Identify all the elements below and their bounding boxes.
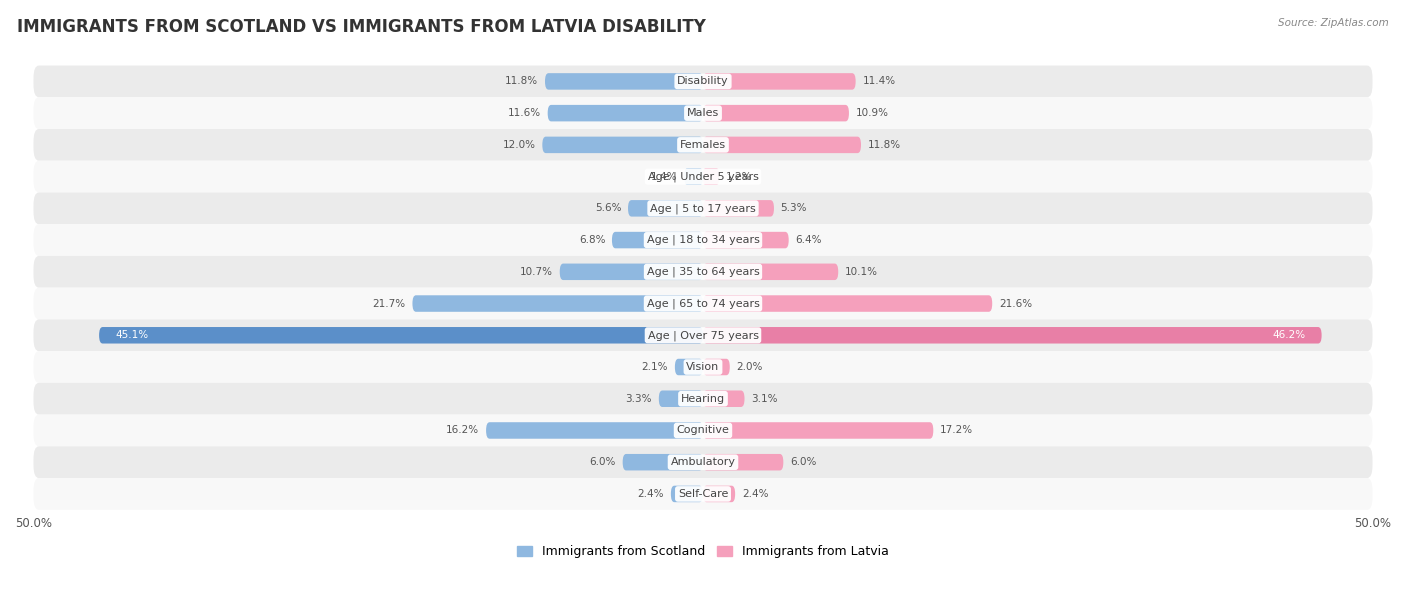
FancyBboxPatch shape: [34, 351, 1372, 383]
FancyBboxPatch shape: [98, 327, 703, 343]
FancyBboxPatch shape: [486, 422, 703, 439]
FancyBboxPatch shape: [659, 390, 703, 407]
FancyBboxPatch shape: [685, 168, 703, 185]
Text: 11.6%: 11.6%: [508, 108, 541, 118]
Text: 21.6%: 21.6%: [998, 299, 1032, 308]
Text: 6.8%: 6.8%: [579, 235, 605, 245]
Text: 11.8%: 11.8%: [868, 140, 901, 150]
Text: Age | 18 to 34 years: Age | 18 to 34 years: [647, 235, 759, 245]
FancyBboxPatch shape: [703, 168, 718, 185]
FancyBboxPatch shape: [703, 327, 1322, 343]
Text: Source: ZipAtlas.com: Source: ZipAtlas.com: [1278, 18, 1389, 28]
FancyBboxPatch shape: [34, 414, 1372, 446]
FancyBboxPatch shape: [546, 73, 703, 90]
FancyBboxPatch shape: [34, 193, 1372, 224]
FancyBboxPatch shape: [560, 264, 703, 280]
FancyBboxPatch shape: [675, 359, 703, 375]
FancyBboxPatch shape: [703, 390, 745, 407]
Text: Age | Under 5 years: Age | Under 5 years: [648, 171, 758, 182]
Text: 6.0%: 6.0%: [790, 457, 817, 467]
FancyBboxPatch shape: [671, 486, 703, 502]
Text: IMMIGRANTS FROM SCOTLAND VS IMMIGRANTS FROM LATVIA DISABILITY: IMMIGRANTS FROM SCOTLAND VS IMMIGRANTS F…: [17, 18, 706, 36]
FancyBboxPatch shape: [34, 319, 1372, 351]
FancyBboxPatch shape: [703, 105, 849, 121]
Text: 5.3%: 5.3%: [780, 203, 807, 214]
Text: Ambulatory: Ambulatory: [671, 457, 735, 467]
FancyBboxPatch shape: [34, 446, 1372, 478]
Text: 1.2%: 1.2%: [725, 171, 752, 182]
FancyBboxPatch shape: [548, 105, 703, 121]
Text: 21.7%: 21.7%: [373, 299, 406, 308]
Text: 12.0%: 12.0%: [502, 140, 536, 150]
Text: 6.4%: 6.4%: [796, 235, 823, 245]
Text: Cognitive: Cognitive: [676, 425, 730, 436]
Text: Females: Females: [681, 140, 725, 150]
FancyBboxPatch shape: [34, 256, 1372, 288]
FancyBboxPatch shape: [703, 454, 783, 471]
Text: 5.6%: 5.6%: [595, 203, 621, 214]
FancyBboxPatch shape: [34, 65, 1372, 97]
FancyBboxPatch shape: [543, 136, 703, 153]
FancyBboxPatch shape: [623, 454, 703, 471]
Text: Vision: Vision: [686, 362, 720, 372]
FancyBboxPatch shape: [703, 136, 860, 153]
Text: Age | Over 75 years: Age | Over 75 years: [648, 330, 758, 340]
FancyBboxPatch shape: [34, 129, 1372, 161]
FancyBboxPatch shape: [612, 232, 703, 248]
Text: Disability: Disability: [678, 76, 728, 86]
Legend: Immigrants from Scotland, Immigrants from Latvia: Immigrants from Scotland, Immigrants fro…: [512, 540, 894, 563]
Text: 2.1%: 2.1%: [641, 362, 668, 372]
Text: Age | 5 to 17 years: Age | 5 to 17 years: [650, 203, 756, 214]
Text: 10.7%: 10.7%: [520, 267, 553, 277]
Text: 11.8%: 11.8%: [505, 76, 538, 86]
Text: 10.9%: 10.9%: [856, 108, 889, 118]
FancyBboxPatch shape: [34, 161, 1372, 193]
Text: 11.4%: 11.4%: [862, 76, 896, 86]
Text: Self-Care: Self-Care: [678, 489, 728, 499]
Text: Males: Males: [688, 108, 718, 118]
Text: 6.0%: 6.0%: [589, 457, 616, 467]
FancyBboxPatch shape: [703, 422, 934, 439]
FancyBboxPatch shape: [34, 224, 1372, 256]
Text: Age | 35 to 64 years: Age | 35 to 64 years: [647, 267, 759, 277]
FancyBboxPatch shape: [703, 73, 856, 90]
Text: 2.4%: 2.4%: [742, 489, 768, 499]
Text: 2.4%: 2.4%: [638, 489, 664, 499]
Text: 1.4%: 1.4%: [651, 171, 678, 182]
Text: 46.2%: 46.2%: [1272, 330, 1306, 340]
FancyBboxPatch shape: [34, 288, 1372, 319]
Text: 3.3%: 3.3%: [626, 394, 652, 404]
FancyBboxPatch shape: [412, 296, 703, 312]
FancyBboxPatch shape: [34, 97, 1372, 129]
FancyBboxPatch shape: [34, 478, 1372, 510]
Text: 17.2%: 17.2%: [941, 425, 973, 436]
Text: 45.1%: 45.1%: [115, 330, 148, 340]
FancyBboxPatch shape: [34, 383, 1372, 414]
FancyBboxPatch shape: [628, 200, 703, 217]
FancyBboxPatch shape: [703, 264, 838, 280]
Text: 2.0%: 2.0%: [737, 362, 763, 372]
FancyBboxPatch shape: [703, 486, 735, 502]
Text: 16.2%: 16.2%: [446, 425, 479, 436]
Text: 3.1%: 3.1%: [751, 394, 778, 404]
Text: Hearing: Hearing: [681, 394, 725, 404]
FancyBboxPatch shape: [703, 359, 730, 375]
FancyBboxPatch shape: [703, 232, 789, 248]
Text: Age | 65 to 74 years: Age | 65 to 74 years: [647, 298, 759, 309]
Text: 10.1%: 10.1%: [845, 267, 877, 277]
FancyBboxPatch shape: [703, 200, 773, 217]
FancyBboxPatch shape: [703, 296, 993, 312]
